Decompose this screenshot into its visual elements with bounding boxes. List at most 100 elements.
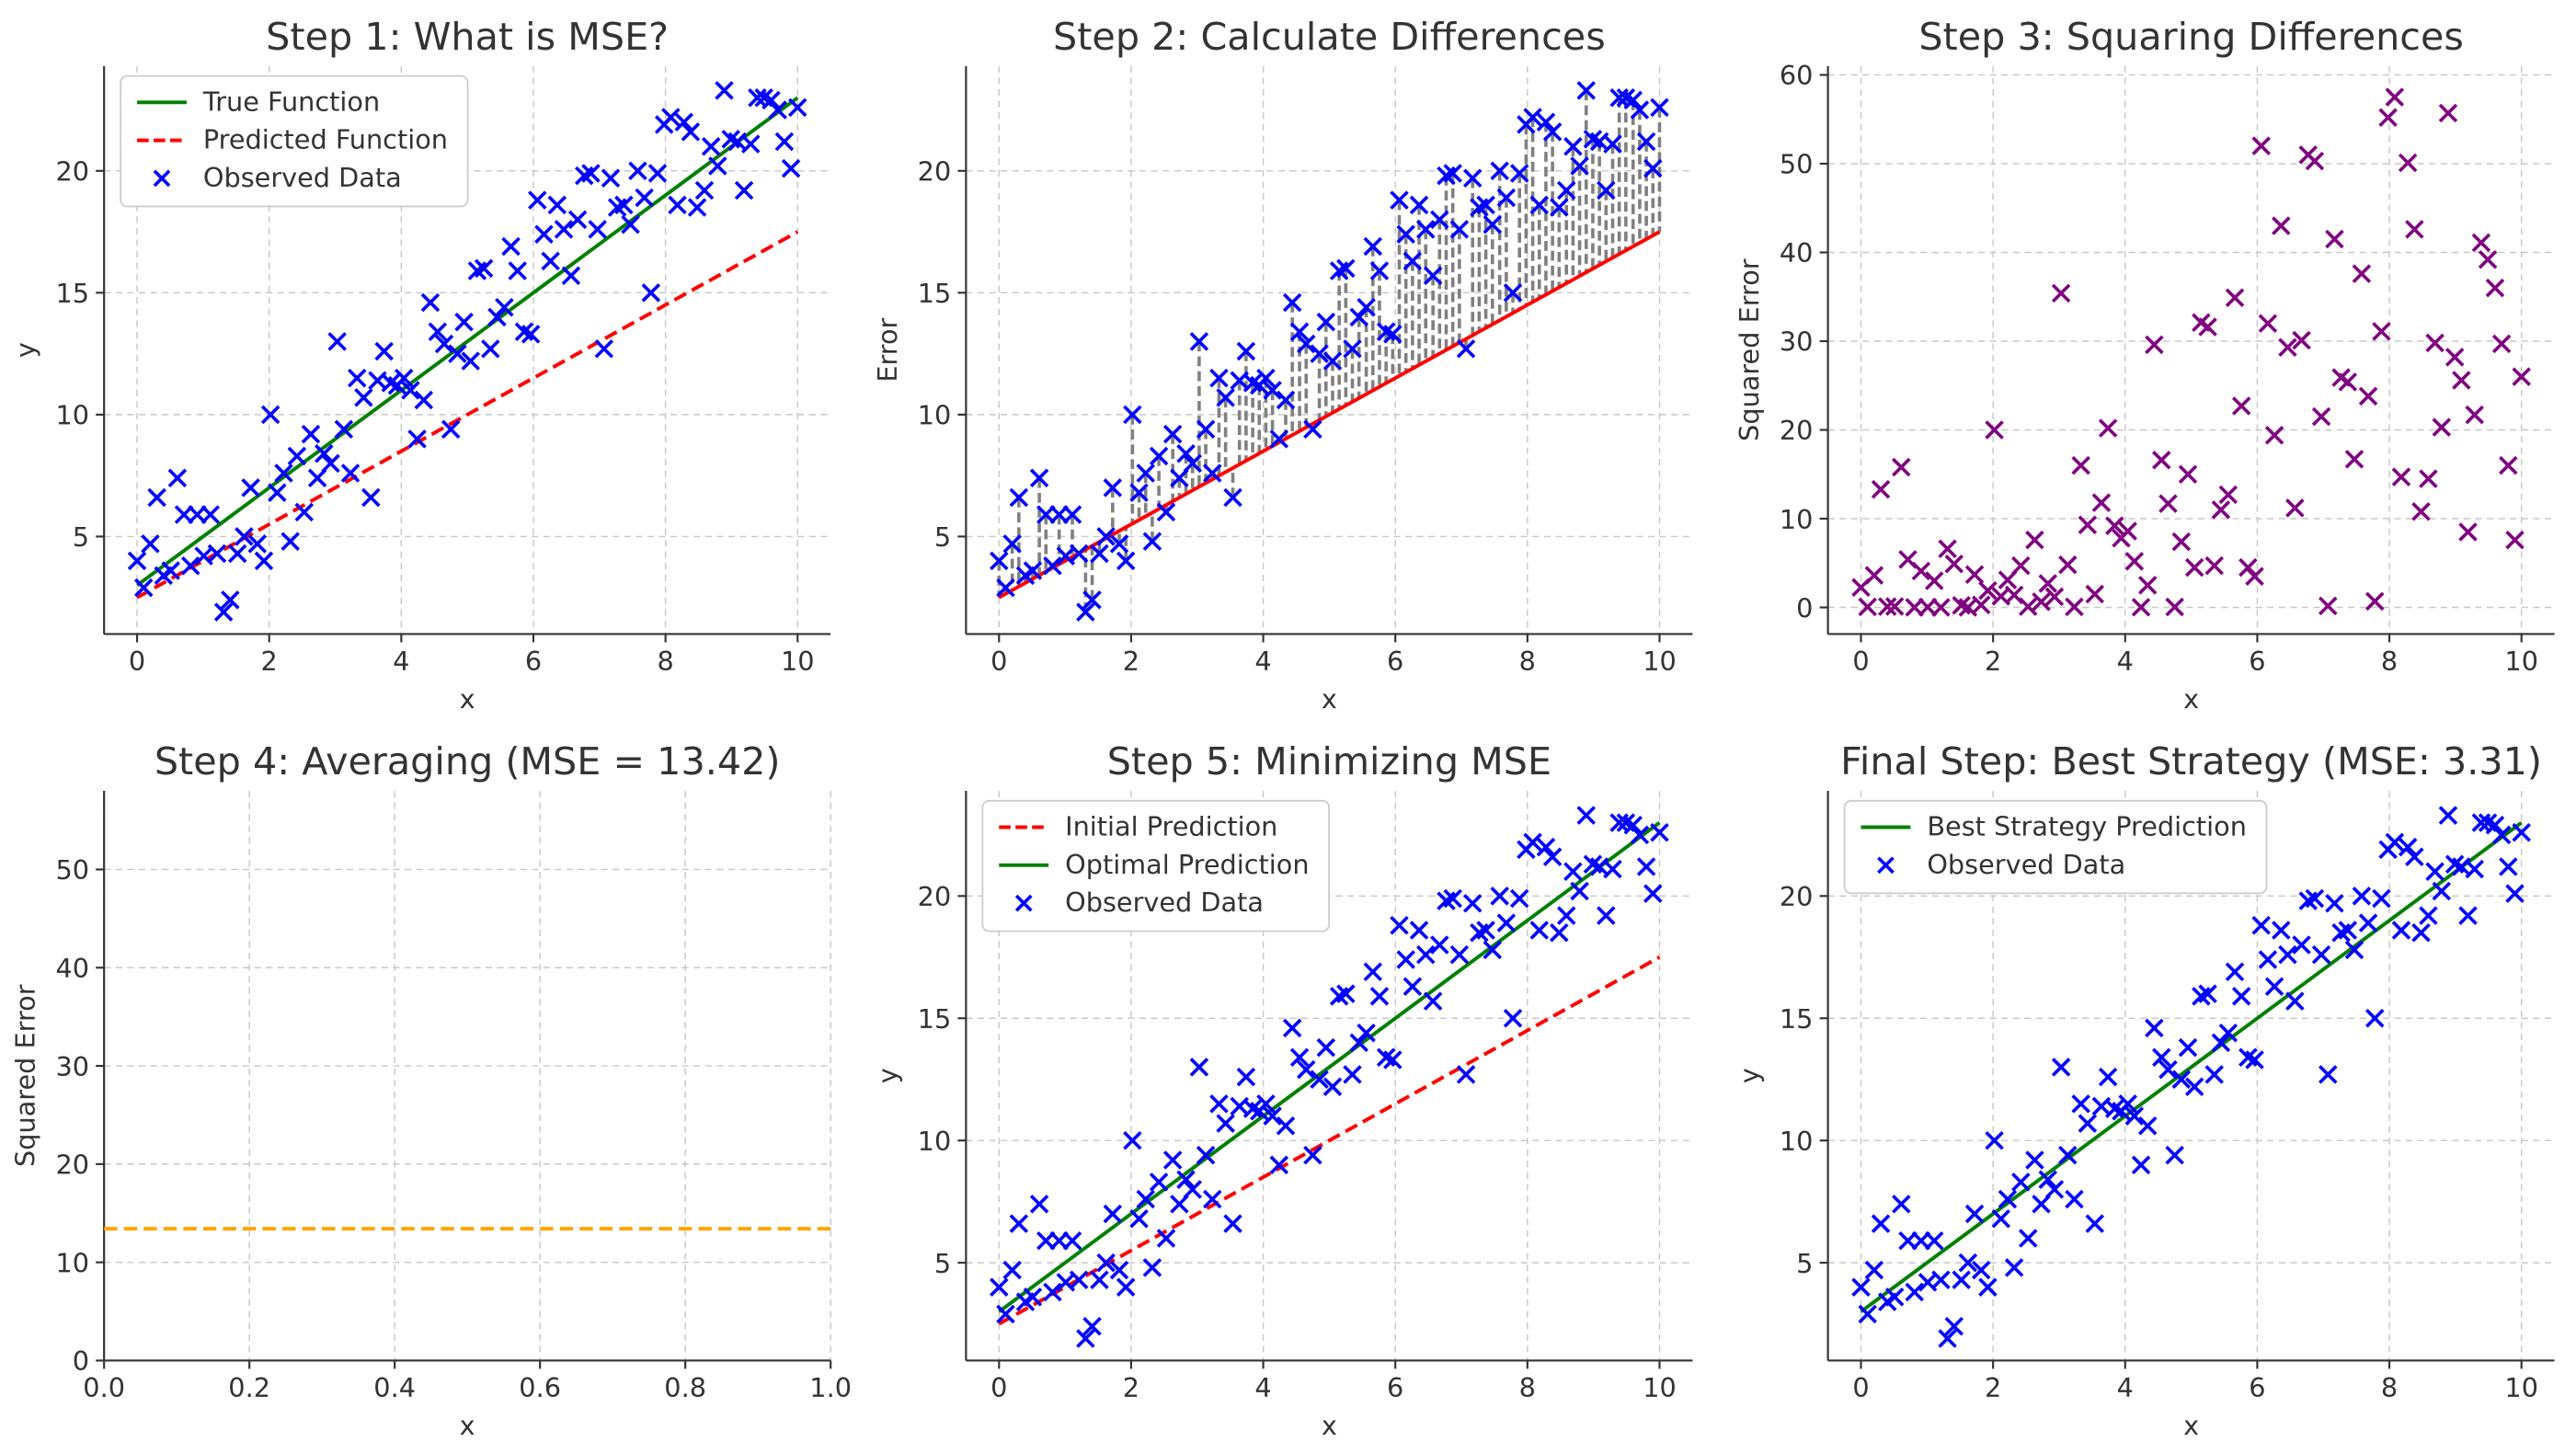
data-point xyxy=(2098,418,2118,438)
data-point xyxy=(1297,1059,1316,1080)
legend-marker xyxy=(153,169,171,188)
data-point xyxy=(2352,887,2372,906)
data-point xyxy=(2411,922,2431,943)
data-point xyxy=(681,122,701,142)
y-tick-label: 10 xyxy=(55,1247,89,1278)
chart-title: Step 5: Minimizing MSE xyxy=(1107,739,1551,784)
data-point xyxy=(1643,158,1663,178)
data-point xyxy=(528,190,547,210)
y-tick-label: 5 xyxy=(1796,1248,1813,1279)
x-tick-label: 8 xyxy=(2381,1372,2398,1403)
line-series xyxy=(135,96,799,588)
data-point xyxy=(2178,1037,2198,1058)
data-point xyxy=(1082,1316,1102,1336)
data-point xyxy=(1483,214,1503,235)
data-point xyxy=(1430,210,1449,230)
data-point xyxy=(441,419,461,440)
data-point xyxy=(1236,1067,1256,1087)
data-point xyxy=(1103,1204,1123,1224)
data-point xyxy=(2485,815,2505,835)
data-point xyxy=(1563,137,1583,156)
data-point xyxy=(1289,322,1310,342)
data-point xyxy=(1209,1094,1229,1114)
x-axis-label: x xyxy=(1322,683,1337,715)
data-point xyxy=(1203,463,1222,483)
x-tick-label: 0.6 xyxy=(519,1372,561,1403)
data-point xyxy=(1142,1258,1162,1277)
data-point xyxy=(1884,597,1905,616)
data-point xyxy=(768,100,787,120)
data-point xyxy=(1149,446,1169,466)
y-axis-label: Squared Error xyxy=(1734,258,1765,441)
y-tick-label: 10 xyxy=(1780,1126,1814,1157)
data-point xyxy=(1223,487,1242,508)
data-point xyxy=(2152,1047,2171,1068)
data-point xyxy=(1871,479,1891,499)
data-point xyxy=(1276,390,1296,410)
data-point xyxy=(2032,1195,2051,1214)
data-point xyxy=(1476,921,1495,940)
data-point xyxy=(1892,1195,1911,1214)
data-point xyxy=(1023,1287,1043,1307)
x-tick-label: 8 xyxy=(1519,1372,1536,1403)
data-point xyxy=(2131,1155,2151,1175)
data-point xyxy=(1109,534,1129,554)
x-tick-label: 2 xyxy=(1123,1372,1139,1403)
y-tick-label: 15 xyxy=(918,1003,952,1035)
data-point xyxy=(247,534,268,554)
data-point xyxy=(2137,576,2158,595)
data-point xyxy=(1002,1260,1022,1280)
data-point xyxy=(1536,112,1556,132)
data-point xyxy=(241,478,260,498)
data-point xyxy=(1029,468,1049,488)
chart-title: Final Step: Best Strategy (MSE: 3.31) xyxy=(1840,739,2542,784)
data-point xyxy=(280,532,300,551)
data-point xyxy=(1349,1033,1368,1053)
data-point xyxy=(1289,1047,1310,1068)
x-tick-label: 4 xyxy=(2117,1372,2134,1403)
data-point xyxy=(1176,1170,1196,1189)
data-point xyxy=(1216,388,1235,407)
data-point xyxy=(235,527,254,546)
data-point xyxy=(213,602,234,622)
data-point xyxy=(2391,921,2411,940)
data-point xyxy=(2325,894,2344,913)
y-tick-label: 5 xyxy=(73,521,89,553)
data-point xyxy=(2365,591,2385,612)
data-point xyxy=(327,332,347,351)
data-point xyxy=(1892,457,1911,477)
x-tick-label: 4 xyxy=(1254,646,1271,677)
data-point xyxy=(274,463,293,483)
chart-title: Step 4: Averaging (MSE = 13.42) xyxy=(155,739,781,784)
data-point xyxy=(340,463,361,483)
x-tick-label: 6 xyxy=(1387,646,1403,677)
data-point xyxy=(1322,351,1343,371)
data-point xyxy=(2458,906,2478,925)
data-point xyxy=(1029,1195,1049,1214)
chart-title: Step 2: Calculate Differences xyxy=(1053,15,1606,59)
data-point xyxy=(2352,264,2372,283)
data-point xyxy=(2218,485,2238,505)
data-point xyxy=(1542,122,1563,142)
data-point xyxy=(1931,1270,1951,1289)
subplot: 0 2 4 6 8 10 5 10 15 20 Step 5: Minimizing MSE x y In… xyxy=(872,739,1693,1441)
data-point xyxy=(647,164,668,183)
data-point xyxy=(161,561,180,580)
data-point xyxy=(1310,344,1329,363)
data-point xyxy=(1082,590,1102,610)
data-point xyxy=(1650,97,1669,118)
data-point xyxy=(554,220,574,239)
x-tick-label: 6 xyxy=(525,646,542,677)
data-point xyxy=(2491,334,2512,354)
data-point xyxy=(2485,278,2505,298)
data-point xyxy=(2372,888,2391,909)
x-tick-label: 2 xyxy=(1123,646,1139,677)
data-point xyxy=(674,112,693,132)
data-point xyxy=(628,161,647,181)
data-point xyxy=(1269,429,1289,449)
data-point xyxy=(1483,940,1503,960)
data-point xyxy=(1043,555,1062,576)
data-point xyxy=(2385,87,2405,107)
data-point xyxy=(1303,1145,1322,1165)
data-point xyxy=(1223,1214,1242,1233)
